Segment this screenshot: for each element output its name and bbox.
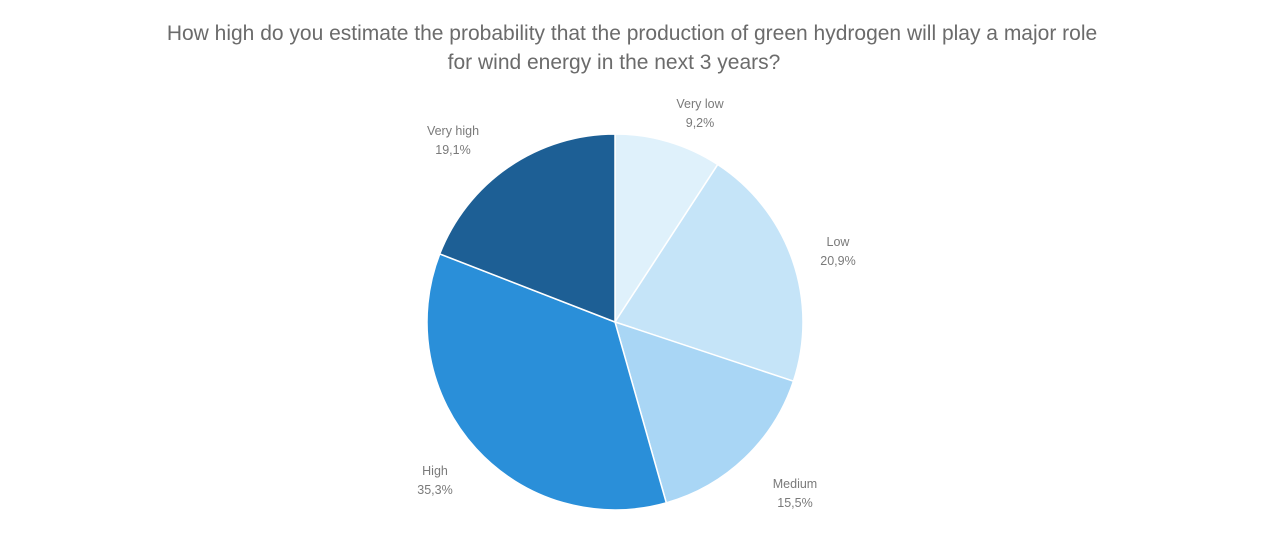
chart-title-line-1: How high do you estimate the probability… (167, 22, 1097, 45)
pie-slice-very-low (614, 133, 719, 325)
slice-label-low: Low (827, 235, 851, 249)
slice-value-low: 20,9% (820, 254, 855, 268)
slice-label-high: High (422, 464, 448, 478)
slice-label-very-high: Very high (427, 124, 479, 138)
chart-title-line-2: for wind energy in the next 3 years? (448, 51, 781, 74)
slice-value-medium: 15,5% (777, 496, 812, 510)
pie-labels: Very low 9,2% Low 20,9% Medium 15,5% High 35,3%… (417, 97, 855, 510)
pie-slice-medium (613, 320, 795, 504)
pie-slice-low (613, 163, 804, 383)
pie-slice-very-high (438, 133, 616, 324)
pie-slice-high (426, 252, 668, 511)
slice-value-very-low: 9,2% (686, 116, 715, 130)
pie-slices (426, 133, 804, 511)
slice-label-medium: Medium (773, 477, 817, 491)
slice-value-high: 35,3% (417, 483, 452, 497)
slice-value-very-high: 19,1% (435, 143, 470, 157)
slice-label-very-low: Very low (676, 97, 724, 111)
